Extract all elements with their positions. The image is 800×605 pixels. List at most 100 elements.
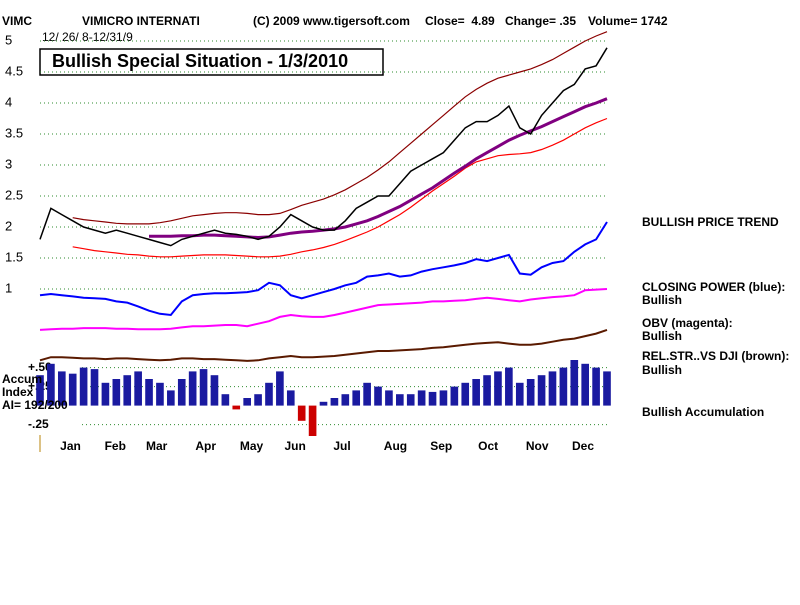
x-tick-label: Aug: [384, 439, 407, 453]
x-tick-label: Apr: [195, 439, 216, 453]
accum-bar: [177, 379, 186, 406]
x-tick-label: Dec: [572, 439, 594, 453]
x-tick-label: Nov: [526, 439, 549, 453]
y-tick-label: 1.5: [5, 249, 23, 264]
accum-bar: [79, 367, 88, 406]
accum-bar: [101, 382, 110, 406]
accum-bar: [210, 375, 219, 406]
indicator-label: REL.STR..VS DJI (brown):: [642, 349, 789, 363]
accum-bar: [472, 379, 480, 406]
accum-bar: [265, 382, 273, 406]
x-tick-label: Mar: [146, 439, 168, 453]
accum-title: Index: [2, 385, 34, 399]
y-tick-label: 4: [5, 94, 12, 109]
y-tick-label: 2.5: [5, 187, 23, 202]
y-tick-label: +.50: [28, 360, 52, 374]
accum-bar: [548, 371, 557, 406]
accum-bar: [123, 375, 132, 406]
indicator-label: CLOSING POWER (blue):: [642, 280, 785, 294]
accum-bar: [526, 379, 535, 406]
accum-bar: [68, 373, 77, 406]
accum-bar: [188, 371, 197, 406]
indicator-label: BULLISH PRICE TREND: [642, 215, 779, 229]
accum-bar: [90, 369, 99, 406]
series-line: [39, 288, 608, 331]
accum-bar: [494, 371, 502, 406]
indicator-label: Bullish: [642, 329, 682, 343]
indicator-label: Bullish Accumulation: [642, 405, 764, 419]
indicator-label: Bullish: [642, 363, 682, 377]
accum-bar: [156, 382, 164, 406]
accum-bar: [537, 375, 546, 406]
date-range: 12/ 26/ 8-12/31/9: [42, 30, 133, 44]
series-line: [72, 117, 608, 258]
x-tick-label: Jun: [284, 439, 305, 453]
accum-bar: [406, 394, 415, 406]
accum-bar: [134, 371, 142, 406]
accum-bar: [199, 369, 208, 406]
headline-box: [39, 48, 384, 76]
x-tick-label: Jul: [333, 439, 350, 453]
accum-bar: [417, 390, 426, 406]
y-tick-label: 1: [5, 280, 12, 295]
accum-bar: [330, 398, 339, 406]
y-tick-label: 5: [5, 32, 12, 47]
accum-bar: [319, 401, 328, 406]
symbol: VIMC: [2, 14, 32, 28]
series-line: [39, 221, 608, 317]
series-line: [72, 31, 608, 225]
accum-bar: [603, 371, 611, 406]
accum-bar: [570, 360, 579, 406]
accum-bar: [439, 390, 448, 406]
close-label: Close= 4.89: [425, 14, 495, 28]
headline: Bullish Special Situation - 1/3/2010: [52, 51, 348, 71]
accum-bar: [297, 405, 306, 421]
accum-bar: [36, 375, 44, 406]
accum-bar: [308, 405, 317, 436]
y-tick-label: 4.5: [5, 63, 23, 78]
y-tick-label: 3: [5, 156, 12, 171]
x-tick-label: May: [240, 439, 264, 453]
y-tick-label: 2: [5, 218, 12, 233]
accum-bar: [145, 379, 153, 406]
accum-bar: [461, 382, 470, 406]
x-tick-label: Oct: [478, 439, 498, 453]
accum-bar: [254, 394, 262, 406]
accum-bar: [396, 394, 404, 406]
indicator-label: OBV (magenta):: [642, 316, 733, 330]
volume-label: Volume= 1742: [588, 14, 668, 28]
accum-title: AI= 192/200: [2, 398, 68, 412]
accum-bar: [385, 390, 393, 406]
x-tick-label: Sep: [430, 439, 452, 453]
accum-bar: [276, 371, 284, 406]
accum-bar: [286, 390, 295, 406]
accum-bar: [47, 363, 55, 406]
series-line: [149, 97, 608, 240]
accum-bar: [232, 405, 241, 410]
indicator-label: Bullish: [642, 293, 682, 307]
accum-bar: [363, 382, 371, 406]
accum-bar: [352, 390, 361, 406]
accum-bar: [450, 386, 459, 406]
copyright: (C) 2009 www.tigersoft.com: [253, 14, 410, 28]
y-tick-label: 3.5: [5, 125, 23, 140]
x-tick-label: Jan: [60, 439, 81, 453]
accum-bar: [592, 367, 600, 406]
accum-bar: [341, 394, 350, 406]
accum-bar: [428, 391, 437, 406]
x-tick-label: Feb: [105, 439, 126, 453]
accum-bar: [374, 386, 382, 406]
accum-bar: [505, 367, 513, 406]
accum-title: Accum: [2, 372, 42, 386]
accum-bar: [515, 382, 524, 406]
change-label: Change= .35: [505, 14, 576, 28]
accum-bar: [57, 371, 66, 406]
y-tick-label: -.25: [28, 417, 49, 431]
series-line: [39, 47, 608, 247]
accum-bar: [559, 367, 568, 406]
stock-name: VIMICRO INTERNATI: [82, 14, 200, 28]
accum-bar: [483, 375, 491, 406]
series-line: [39, 328, 608, 362]
accum-bar: [167, 390, 175, 406]
